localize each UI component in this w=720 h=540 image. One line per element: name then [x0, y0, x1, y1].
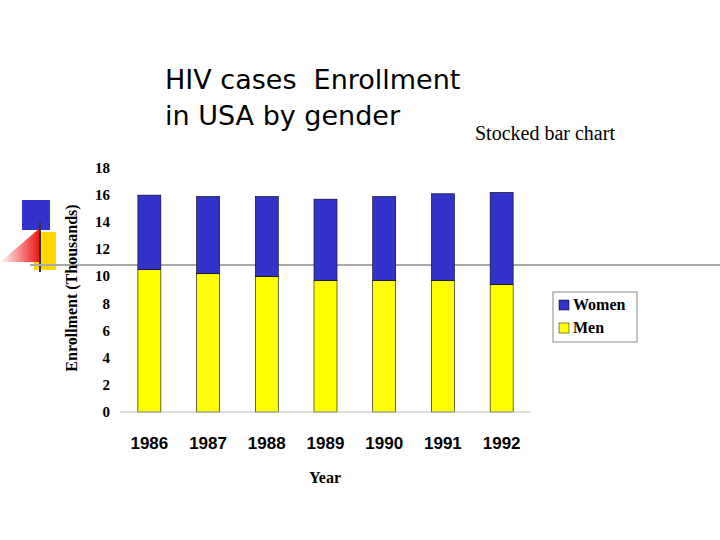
legend-label: Men	[573, 319, 604, 336]
y-tick-label: 14	[95, 214, 111, 230]
bar-segment	[373, 281, 396, 412]
y-axis-label: Enrollment (Thousands)	[63, 204, 81, 371]
y-tick	[116, 195, 120, 196]
bar-segment	[197, 274, 220, 412]
x-axis-label: Year	[309, 469, 341, 486]
x-tick-label: 1988	[248, 434, 286, 453]
y-tick-label: 18	[95, 160, 110, 176]
legend-frame	[553, 292, 637, 342]
legend-swatch	[559, 300, 569, 310]
legend-label: Women	[573, 296, 626, 313]
bar-segment	[138, 195, 161, 270]
x-tick-label: 1989	[307, 434, 345, 453]
x-tick-label: 1987	[189, 434, 227, 453]
y-tick	[116, 384, 120, 385]
x-axis	[120, 412, 531, 413]
y-tick	[116, 276, 120, 277]
chart-root: 0 2 4 6 8 10 12 14 16 18 1986 1987 1988 1989 1990 1991 1…	[0, 0, 720, 540]
y-tick	[116, 222, 120, 223]
decor-triangle	[0, 228, 40, 262]
y-tick	[116, 357, 120, 358]
y-tick-label: 6	[103, 323, 111, 339]
y-tick-label: 2	[103, 377, 111, 393]
y-tick-label: 10	[95, 268, 110, 284]
bar-segment	[431, 281, 454, 412]
x-tick-label: 1991	[424, 434, 462, 453]
bar-segment	[314, 199, 337, 280]
bar-segment	[431, 194, 454, 281]
y-tick	[116, 168, 120, 169]
legend-swatch	[559, 323, 569, 333]
y-tick-label: 16	[95, 187, 111, 203]
y-tick-label: 4	[103, 350, 111, 366]
x-tick-label: 1986	[130, 434, 168, 453]
y-tick	[116, 412, 120, 413]
y-tick	[116, 303, 120, 304]
y-tick-label: 8	[103, 296, 111, 312]
y-tick-label: 0	[103, 404, 111, 420]
annotation: Stocked bar chart	[475, 122, 615, 144]
bar-segment	[197, 196, 220, 273]
bar-segment	[314, 281, 337, 412]
bar-segment	[255, 276, 278, 412]
x-tick-label: 1990	[365, 434, 403, 453]
bar-segment	[138, 270, 161, 412]
y-tick	[116, 249, 120, 250]
y-tick	[116, 330, 120, 331]
bar-segment	[490, 285, 513, 412]
legend: Women Men	[553, 292, 637, 342]
bar-segment	[490, 192, 513, 284]
decor-square	[22, 200, 50, 230]
y-tick-label: 12	[95, 241, 110, 257]
bar-segment	[373, 196, 396, 280]
chart-title: HIV cases Enrollment in USA by gender	[165, 62, 460, 134]
x-tick-label: 1992	[483, 434, 521, 453]
bar-segment	[255, 196, 278, 276]
